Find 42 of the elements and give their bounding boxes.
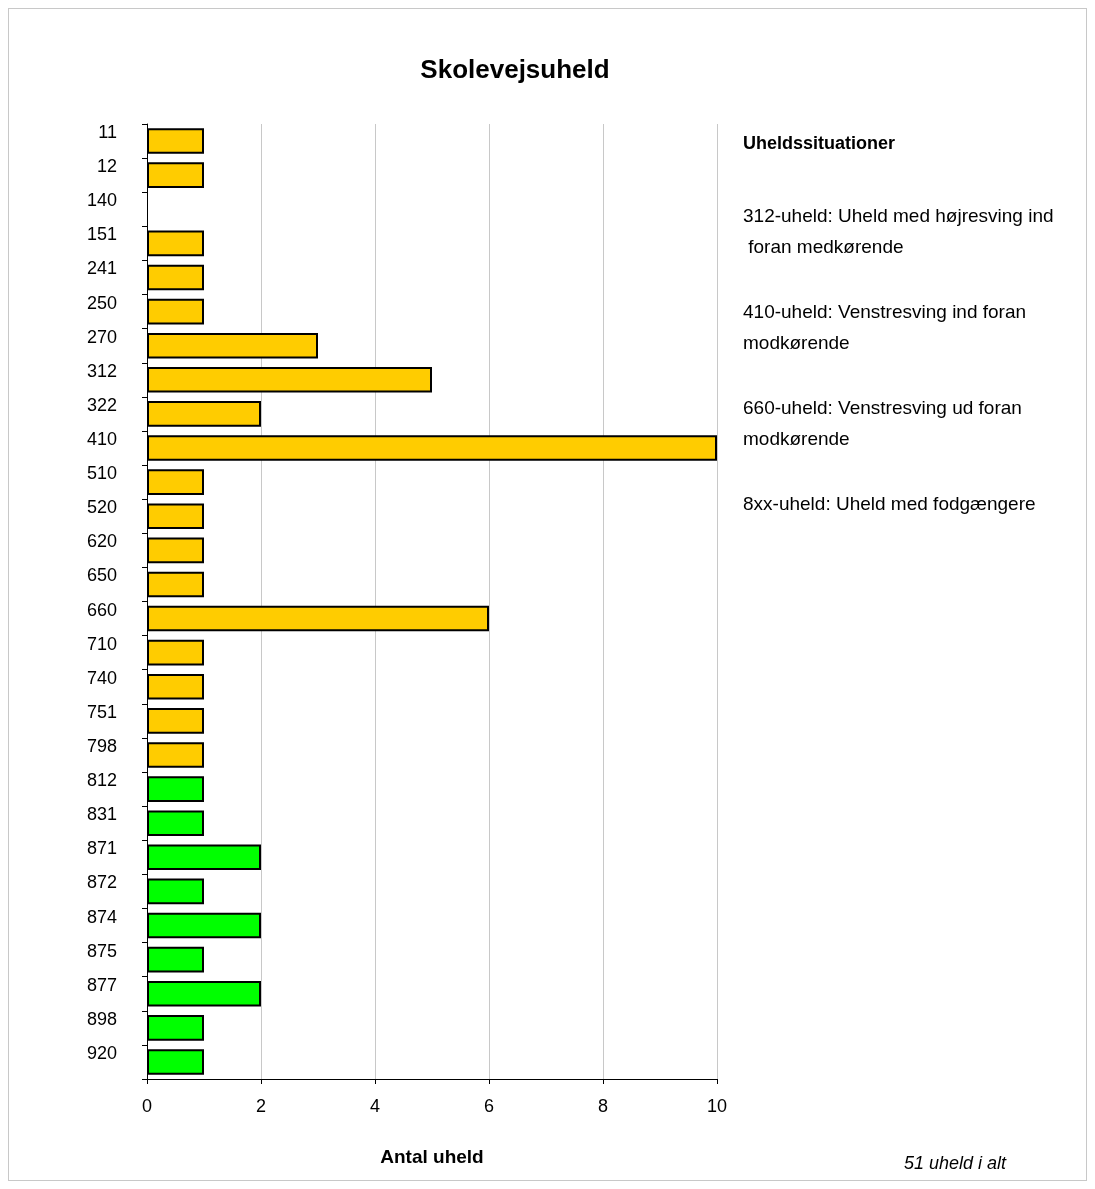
y-tick-label: 872 (86, 872, 117, 893)
x-tick-label: 2 (255, 1096, 267, 1116)
y-tick-label: 660 (86, 599, 117, 620)
y-tick-label: 710 (86, 633, 117, 654)
y-tick-label: 140 (86, 190, 117, 211)
y-tick-label: 270 (86, 326, 117, 347)
text: Uheldssituationer (743, 132, 896, 153)
y-tick-label: 12 (96, 156, 117, 177)
x-tick-label: 6 (483, 1096, 495, 1116)
chart-title: Skolevejsuheld (420, 54, 610, 84)
y-tick-label: 250 (86, 292, 117, 313)
y-tick-label: 812 (86, 770, 117, 791)
x-tick-label: 0 (141, 1096, 153, 1116)
y-tick-label: 871 (86, 838, 117, 859)
y-tick-label: 322 (86, 394, 117, 415)
y-tick-label: 410 (86, 429, 117, 450)
y-tick-label: 11 (98, 122, 117, 143)
text: 660-uheld: Venstresving ud foran modkørende (743, 397, 1028, 449)
y-tick-label: 520 (86, 497, 117, 518)
text: 51 uheld i alt (903, 1153, 1007, 1173)
text: 8xx-uheld: Uheld med fodgængere (743, 493, 1036, 514)
y-tick-label: 875 (86, 940, 117, 961)
y-tick-label: 751 (86, 701, 117, 722)
y-tick-label: 877 (86, 974, 117, 995)
y-tick-label: 740 (86, 667, 117, 688)
y-tick-label: 898 (86, 1008, 117, 1029)
y-tick-label: 874 (86, 906, 117, 927)
text: 410-uheld: Venstresving ind foran modkørende (743, 301, 1032, 353)
y-tick-label: 510 (86, 463, 117, 484)
y-tick-label: 920 (86, 1042, 117, 1063)
y-tick-label: 312 (86, 360, 117, 381)
y-tick-label: 650 (86, 565, 117, 586)
y-tick-label: 151 (86, 224, 117, 245)
text: 312-uheld: Uheld med højresving ind foran medkørende (743, 205, 1054, 257)
y-tick-label: 831 (86, 804, 117, 825)
x-axis-title: Antal uheld (380, 1146, 484, 1167)
x-tick-label: 4 (369, 1096, 381, 1116)
x-tick-label: 8 (597, 1096, 609, 1116)
y-tick-label: 241 (86, 258, 117, 279)
y-tick-label: 620 (86, 531, 117, 552)
x-tick-label: 10 (706, 1096, 728, 1116)
y-tick-label: 798 (86, 735, 117, 756)
